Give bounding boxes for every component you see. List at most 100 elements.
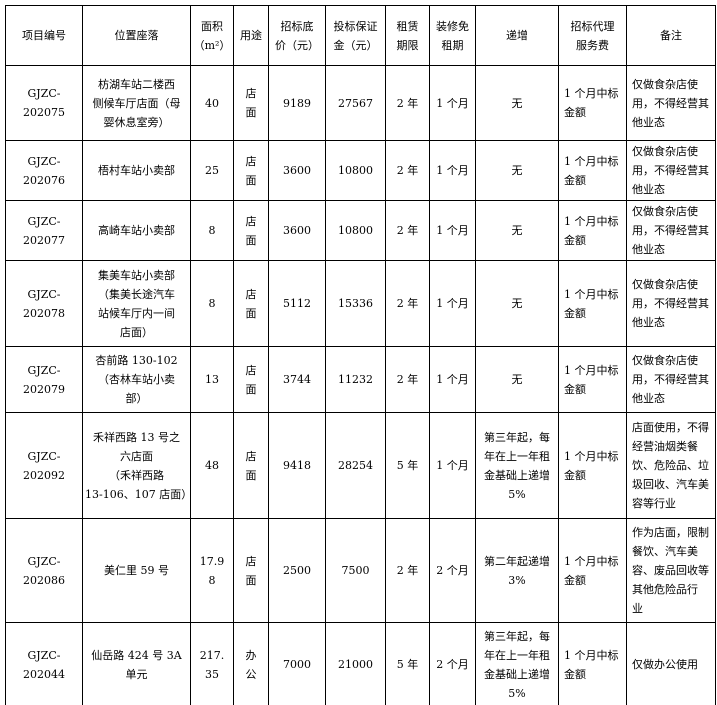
cell-lease-term: 2 年 xyxy=(385,346,430,413)
cell-agency-fee: 1 个月中标 金额 xyxy=(558,622,627,705)
cell-floor-price: 9189 xyxy=(268,65,326,141)
cell-agency-fee: 1 个月中标 金额 xyxy=(558,260,627,347)
cell-area: 17.9 8 xyxy=(190,518,234,623)
cell-project-id: GJZC-202076 xyxy=(5,140,83,201)
cell-usage: 店 面 xyxy=(233,518,269,623)
cell-usage: 店 面 xyxy=(233,346,269,413)
cell-area: 48 xyxy=(190,412,234,519)
cell-usage: 店 面 xyxy=(233,412,269,519)
rental-bid-table: 项目编号 位置座落 面积 （m²） 用途 招标底 价（元） 投标保证 金（元） … xyxy=(5,5,716,705)
cell-usage: 办 公 xyxy=(233,622,269,705)
cell-increment: 无 xyxy=(475,346,559,413)
cell-bid-deposit: 21000 xyxy=(325,622,386,705)
cell-usage: 店 面 xyxy=(233,200,269,261)
cell-increment: 无 xyxy=(475,260,559,347)
cell-bid-deposit: 10800 xyxy=(325,200,386,261)
cell-project-id: GJZC-202078 xyxy=(5,260,83,347)
header-row: 项目编号 位置座落 面积 （m²） 用途 招标底 价（元） 投标保证 金（元） … xyxy=(5,5,716,66)
table-row: GJZC-202092 禾祥西路 13 号之 六店面 （禾祥西路 13-106、… xyxy=(5,412,716,519)
cell-bid-deposit: 27567 xyxy=(325,65,386,141)
cell-rent-free-period: 1 个月 xyxy=(429,346,476,413)
col-header-usage: 用途 xyxy=(233,5,269,66)
cell-floor-price: 3744 xyxy=(268,346,326,413)
cell-project-id: GJZC-202075 xyxy=(5,65,83,141)
cell-usage: 店 面 xyxy=(233,65,269,141)
table-row: GJZC-202077 高崎车站小卖部 8 店 面 3600 10800 2 年… xyxy=(5,200,716,261)
table-row: GJZC-202079 杏前路 130-102 （杏林车站小卖 部） 13 店 … xyxy=(5,346,716,413)
cell-usage: 店 面 xyxy=(233,260,269,347)
cell-area: 40 xyxy=(190,65,234,141)
cell-bid-deposit: 15336 xyxy=(325,260,386,347)
cell-floor-price: 3600 xyxy=(268,140,326,201)
col-header-remarks: 备注 xyxy=(626,5,716,66)
cell-area: 13 xyxy=(190,346,234,413)
cell-project-id: GJZC-202077 xyxy=(5,200,83,261)
cell-lease-term: 2 年 xyxy=(385,200,430,261)
cell-floor-price: 7000 xyxy=(268,622,326,705)
cell-remarks: 仅做食杂店使 用，不得经营其 他业态 xyxy=(626,346,716,413)
cell-rent-free-period: 2 个月 xyxy=(429,518,476,623)
cell-bid-deposit: 10800 xyxy=(325,140,386,201)
cell-rent-free-period: 1 个月 xyxy=(429,200,476,261)
table-row: GJZC-202086 美仁里 59 号 17.9 8 店 面 2500 750… xyxy=(5,518,716,623)
cell-project-id: GJZC-202079 xyxy=(5,346,83,413)
col-header-lease-term: 租赁 期限 xyxy=(385,5,430,66)
cell-rent-free-period: 1 个月 xyxy=(429,260,476,347)
col-header-project-id: 项目编号 xyxy=(5,5,83,66)
cell-area: 8 xyxy=(190,260,234,347)
cell-location: 高崎车站小卖部 xyxy=(82,200,191,261)
cell-increment: 无 xyxy=(475,140,559,201)
col-header-location: 位置座落 xyxy=(82,5,191,66)
cell-floor-price: 9418 xyxy=(268,412,326,519)
cell-remarks: 仅做食杂店使 用，不得经营其 他业态 xyxy=(626,200,716,261)
table-row: GJZC-202076 梧村车站小卖部 25 店 面 3600 10800 2 … xyxy=(5,140,716,201)
cell-location: 枋湖车站二楼西 侧候车厅店面（母 婴休息室旁） xyxy=(82,65,191,141)
cell-remarks: 仅做食杂店使 用，不得经营其 他业态 xyxy=(626,140,716,201)
cell-rent-free-period: 1 个月 xyxy=(429,140,476,201)
cell-location: 禾祥西路 13 号之 六店面 （禾祥西路 13-106、107 店面） xyxy=(82,412,191,519)
cell-project-id: GJZC-202086 xyxy=(5,518,83,623)
cell-agency-fee: 1 个月中标 金额 xyxy=(558,65,627,141)
cell-location: 美仁里 59 号 xyxy=(82,518,191,623)
cell-lease-term: 2 年 xyxy=(385,65,430,141)
cell-floor-price: 3600 xyxy=(268,200,326,261)
cell-rent-free-period: 1 个月 xyxy=(429,412,476,519)
cell-increment: 无 xyxy=(475,65,559,141)
col-header-agency-fee: 招标代理 服务费 xyxy=(558,5,627,66)
cell-bid-deposit: 7500 xyxy=(325,518,386,623)
cell-increment: 第三年起，每 年在上一年租 金基础上递增 5% xyxy=(475,412,559,519)
cell-area: 25 xyxy=(190,140,234,201)
cell-floor-price: 2500 xyxy=(268,518,326,623)
cell-floor-price: 5112 xyxy=(268,260,326,347)
cell-increment: 第二年起递增 3% xyxy=(475,518,559,623)
cell-bid-deposit: 11232 xyxy=(325,346,386,413)
cell-agency-fee: 1 个月中标 金额 xyxy=(558,200,627,261)
col-header-floor-price: 招标底 价（元） xyxy=(268,5,326,66)
col-header-bid-deposit: 投标保证 金（元） xyxy=(325,5,386,66)
cell-area: 217. 35 xyxy=(190,622,234,705)
cell-lease-term: 5 年 xyxy=(385,622,430,705)
cell-remarks: 仅做办公使用 xyxy=(626,622,716,705)
cell-remarks: 仅做食杂店使 用，不得经营其 他业态 xyxy=(626,260,716,347)
cell-agency-fee: 1 个月中标 金额 xyxy=(558,346,627,413)
col-header-increment: 递增 xyxy=(475,5,559,66)
cell-lease-term: 2 年 xyxy=(385,140,430,201)
cell-bid-deposit: 28254 xyxy=(325,412,386,519)
cell-agency-fee: 1 个月中标 金额 xyxy=(558,518,627,623)
cell-rent-free-period: 2 个月 xyxy=(429,622,476,705)
cell-increment: 第三年起，每 年在上一年租 金基础上递增 5% xyxy=(475,622,559,705)
table-row: GJZC-202078 集美车站小卖部 （集美长途汽车 站候车厅内一间 店面） … xyxy=(5,260,716,347)
cell-increment: 无 xyxy=(475,200,559,261)
cell-project-id: GJZC-202044 xyxy=(5,622,83,705)
col-header-rent-free-period: 装修免 租期 xyxy=(429,5,476,66)
table-row: GJZC-202044 仙岳路 424 号 3A 单元 217. 35 办 公 … xyxy=(5,622,716,705)
cell-usage: 店 面 xyxy=(233,140,269,201)
cell-rent-free-period: 1 个月 xyxy=(429,65,476,141)
cell-agency-fee: 1 个月中标 金额 xyxy=(558,412,627,519)
cell-location: 仙岳路 424 号 3A 单元 xyxy=(82,622,191,705)
cell-remarks: 仅做食杂店使 用，不得经营其 他业态 xyxy=(626,65,716,141)
cell-agency-fee: 1 个月中标 金额 xyxy=(558,140,627,201)
cell-lease-term: 2 年 xyxy=(385,518,430,623)
cell-location: 杏前路 130-102 （杏林车站小卖 部） xyxy=(82,346,191,413)
